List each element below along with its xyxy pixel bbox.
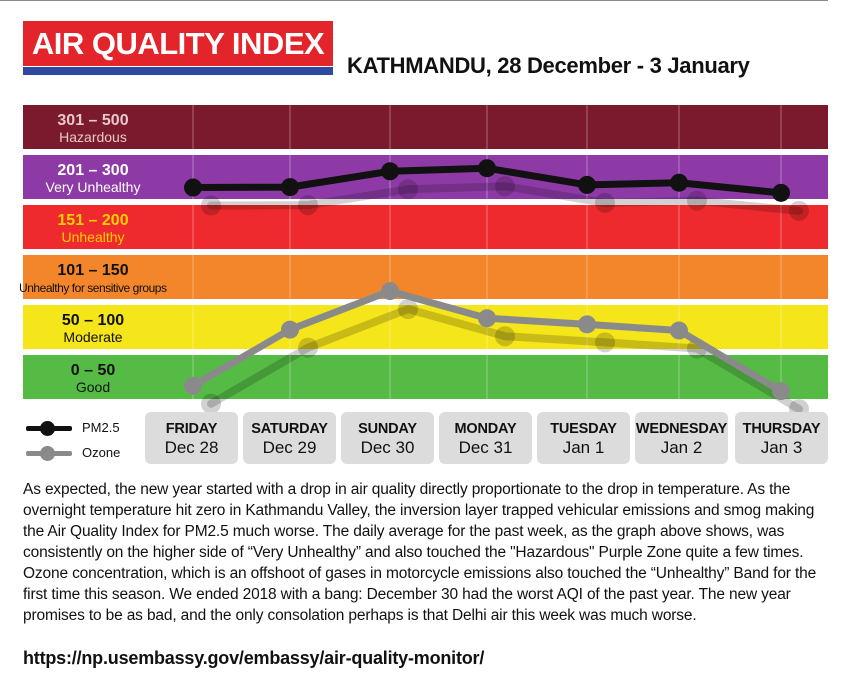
point-shadow bbox=[495, 176, 515, 197]
data-point-1-1 bbox=[281, 320, 299, 339]
data-point-0-3 bbox=[478, 159, 496, 178]
aqi-band-0 bbox=[23, 105, 828, 149]
point-shadow bbox=[595, 332, 615, 353]
legend-item-ozone: Ozone bbox=[22, 443, 142, 461]
band-category-label: Moderate bbox=[63, 329, 122, 345]
band-category-label: Unhealthy bbox=[61, 229, 124, 245]
data-point-0-4 bbox=[578, 175, 596, 194]
point-shadow bbox=[789, 200, 809, 221]
aqi-band-3 bbox=[23, 255, 828, 299]
band-category-label: Unhealthy for sensitive groups bbox=[19, 281, 167, 295]
day-axis: FRIDAY Dec 28 SATURDAY Dec 29 SUNDAY Dec… bbox=[145, 412, 829, 464]
day-name: MONDAY bbox=[454, 421, 517, 437]
data-point-0-5 bbox=[670, 173, 688, 192]
chart-subtitle: KATHMANDU, 28 December - 3 January bbox=[347, 53, 750, 78]
day-label-6: THURSDAY Jan 3 bbox=[735, 412, 828, 464]
point-shadow bbox=[298, 337, 318, 358]
point-shadow bbox=[595, 192, 615, 213]
top-rule bbox=[0, 0, 828, 1]
day-label-2: SUNDAY Dec 30 bbox=[341, 412, 434, 464]
data-point-0-0 bbox=[184, 178, 202, 197]
day-date: Jan 3 bbox=[760, 438, 803, 457]
day-label-5: WEDNESDAY Jan 2 bbox=[635, 412, 728, 464]
aqi-band-2 bbox=[23, 205, 828, 249]
article-paragraph: As expected, the new year started with a… bbox=[23, 481, 817, 624]
band-range-label: 201 – 300 bbox=[57, 162, 128, 179]
point-shadow bbox=[201, 393, 221, 414]
day-name: SATURDAY bbox=[251, 421, 328, 437]
band-category-label: Good bbox=[76, 379, 110, 395]
day-label-1: SATURDAY Dec 29 bbox=[243, 412, 336, 464]
legend-marker-ozone bbox=[40, 446, 55, 461]
point-shadow bbox=[687, 190, 707, 211]
source-link[interactable]: https://np.usembassy.gov/embassy/air-qua… bbox=[23, 648, 485, 668]
data-point-1-5 bbox=[670, 321, 688, 340]
aqi-band-5 bbox=[23, 355, 828, 399]
band-range-label: 0 – 50 bbox=[71, 362, 116, 379]
day-label-0: FRIDAY Dec 28 bbox=[145, 412, 238, 464]
band-category-label: Very Unhealthy bbox=[46, 179, 141, 195]
data-point-1-6 bbox=[772, 382, 790, 401]
day-date: Jan 2 bbox=[660, 438, 703, 457]
title-underline-bar bbox=[23, 67, 333, 75]
day-name: FRIDAY bbox=[165, 421, 218, 437]
day-label-4: TUESDAY Jan 1 bbox=[537, 412, 630, 464]
band-range-label: 151 – 200 bbox=[57, 212, 128, 229]
data-point-1-3 bbox=[478, 309, 496, 328]
data-point-0-1 bbox=[281, 178, 299, 197]
band-range-label: 301 – 500 bbox=[57, 112, 128, 129]
band-range-label: 50 – 100 bbox=[62, 312, 124, 329]
legend-label-pm25: PM2.5 bbox=[82, 420, 120, 435]
day-date: Jan 1 bbox=[562, 438, 605, 457]
data-point-1-2 bbox=[381, 282, 399, 301]
series-shadow-0 bbox=[207, 182, 803, 215]
point-shadow bbox=[398, 179, 418, 200]
legend-label-ozone: Ozone bbox=[82, 445, 121, 460]
data-point-1-4 bbox=[578, 315, 596, 334]
point-shadow bbox=[495, 326, 515, 347]
day-date: Dec 31 bbox=[458, 438, 513, 457]
day-date: Dec 30 bbox=[360, 438, 415, 457]
series-shadow-1 bbox=[207, 305, 803, 414]
legend-item-pm25: PM2.5 bbox=[22, 418, 142, 436]
data-point-0-6 bbox=[772, 183, 790, 202]
day-date: Dec 28 bbox=[164, 438, 219, 457]
legend: PM2.5 Ozone bbox=[22, 418, 142, 468]
point-shadow bbox=[298, 195, 318, 216]
point-shadow bbox=[398, 299, 418, 320]
day-date: Dec 29 bbox=[262, 438, 317, 457]
data-point-1-0 bbox=[184, 376, 202, 395]
band-category-label: Hazardous bbox=[59, 129, 127, 145]
day-name: THURSDAY bbox=[742, 421, 821, 437]
data-point-0-2 bbox=[381, 162, 399, 181]
day-name: TUESDAY bbox=[550, 421, 617, 437]
day-name: SUNDAY bbox=[358, 421, 417, 437]
aqi-band-1 bbox=[23, 155, 828, 199]
day-label-3: MONDAY Dec 31 bbox=[439, 412, 532, 464]
legend-marker-pm25 bbox=[40, 421, 55, 436]
point-shadow bbox=[201, 195, 221, 216]
day-name: WEDNESDAY bbox=[635, 421, 728, 437]
chart-title: AIR QUALITY INDEX bbox=[23, 21, 333, 66]
band-range-label: 101 – 150 bbox=[57, 262, 128, 279]
